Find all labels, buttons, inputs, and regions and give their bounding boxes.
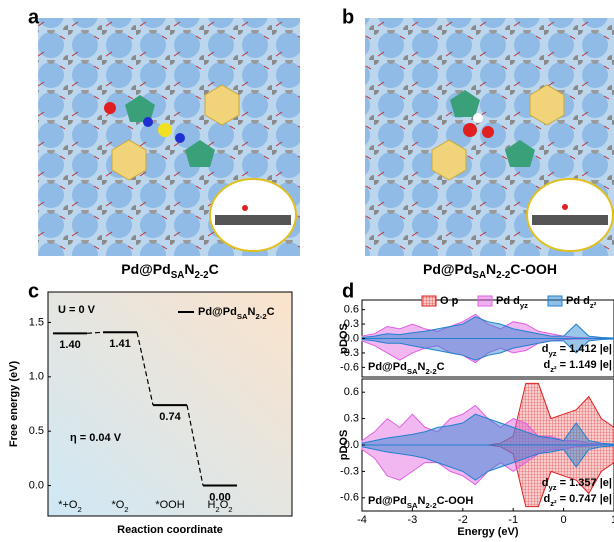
plot-background (48, 292, 292, 516)
subplot-label-part: 2-2 (425, 367, 436, 376)
x-tick-label-part: 2 (228, 505, 232, 514)
x-tick-label: -2 (458, 514, 468, 526)
y-axis-label: Free energy (eV) (8, 361, 20, 448)
subplot-label-part: C-OOH (437, 495, 474, 507)
legend-swatch (422, 296, 436, 306)
subplot-label-part: Pd@Pd (368, 495, 407, 507)
caption-part: N (184, 261, 194, 277)
annotation-part: d (543, 493, 550, 505)
y-axis-label: pDOS (338, 323, 350, 354)
caption-part: Pd@Pd (121, 261, 170, 277)
x-axis-label: Reaction coordinate (117, 524, 223, 536)
caption: Pd@PdSAN2-2C-OOH (423, 261, 557, 281)
annotation-part: = 1.357 |e| (557, 477, 612, 489)
figure: a b Pd@PdSAN2-2CPd@PdSAN2-2C-OOHc0.00.51… (0, 0, 614, 542)
annotation-part: yz (548, 483, 556, 492)
subplot-label-part: Pd@Pd (368, 361, 407, 373)
legend-entry-part: z² (590, 301, 597, 310)
legend-swatch (478, 296, 492, 306)
annotation-part: = 1.412 |e| (557, 343, 612, 355)
x-axis-label: Energy (eV) (457, 526, 518, 538)
x-tick-label: 0 (561, 514, 567, 526)
panel-label: b (342, 6, 354, 28)
x-tick-label: -1 (508, 514, 518, 526)
caption-part: C (209, 261, 219, 277)
y-tick-label: 1.5 (29, 316, 44, 328)
value-label: 1.40 (59, 339, 80, 351)
caption-part: N (486, 261, 496, 277)
annotation-part: = 1.149 |e| (557, 359, 612, 371)
annotation-part: d (543, 359, 550, 371)
y-axis-label: pDOS (338, 430, 350, 461)
y-tick-label: -0.6 (340, 492, 359, 504)
legend-entry: O p (440, 295, 459, 307)
annotation-part: yz (548, 349, 556, 358)
subplot-label-part: SA (407, 367, 418, 376)
caption-part: 2-2 (194, 270, 209, 281)
subplot-label-part: N (418, 495, 426, 507)
annotation-part: d (542, 477, 549, 489)
y-tick-label: -0.6 (340, 361, 359, 373)
annotation: η = 0.04 V (70, 432, 122, 444)
caption-part: SA (171, 270, 185, 281)
x-tick-label-part: *OOH (155, 499, 184, 511)
y-tick-label: 0.3 (344, 413, 359, 425)
panel-b-image (365, 18, 614, 256)
x-tick-label-part: *O (111, 499, 124, 511)
y-tick-label: 0.5 (29, 425, 44, 437)
subplot-label-part: C (437, 361, 445, 373)
x-tick-label-part: 2 (124, 505, 128, 514)
legend-entry-part: SA (237, 312, 248, 321)
x-tick-label-part: H (207, 499, 215, 511)
annotation: U = 0 V (58, 304, 96, 316)
caption: Pd@PdSAN2-2C (121, 261, 218, 281)
legend-swatch (548, 296, 562, 306)
page: a b Pd@PdSAN2-2CPd@PdSAN2-2C-OOHc0.00.51… (0, 0, 614, 542)
panel-a-image (38, 18, 300, 256)
legend-entry-part: C (267, 306, 275, 318)
annotation-part: = 0.747 |e| (557, 493, 612, 505)
x-tick-label: -3 (408, 514, 418, 526)
caption-part: 2-2 (496, 270, 511, 281)
y-tick-label: 0.6 (344, 304, 359, 316)
subplot-label-part: N (418, 361, 426, 373)
legend-entry-part: N (248, 306, 256, 318)
y-tick-label: -0.3 (340, 465, 359, 477)
annotation-part: d (542, 343, 549, 355)
x-tick-label: -4 (357, 514, 367, 526)
caption-part: C-OOH (510, 261, 557, 277)
legend-entry-part: Pd@Pd (198, 306, 237, 318)
y-tick-label: 0.0 (29, 479, 44, 491)
subplot-label-part: 2-2 (425, 501, 436, 510)
legend-entry-part: Pd d (566, 295, 590, 307)
x-tick-label-part: 2 (77, 505, 81, 514)
x-tick-label: *OOH (155, 499, 184, 511)
x-tick-label-part: *+O (58, 499, 78, 511)
legend-entry-part: Pd d (496, 295, 520, 307)
panel-label: d (342, 280, 354, 302)
y-tick-label: 1.0 (29, 371, 44, 383)
value-label: 1.41 (109, 338, 130, 350)
y-tick-label: 0.6 (344, 386, 359, 398)
caption-part: SA (472, 270, 486, 281)
legend-entry-part: 2-2 (255, 312, 266, 321)
value-label: 0.74 (159, 411, 181, 423)
legend-entry-part: O p (440, 295, 459, 307)
panel-label: a (28, 6, 40, 28)
caption-part: Pd@Pd (423, 261, 472, 277)
panel-label: c (28, 280, 39, 302)
legend-entry-part: yz (520, 301, 528, 310)
